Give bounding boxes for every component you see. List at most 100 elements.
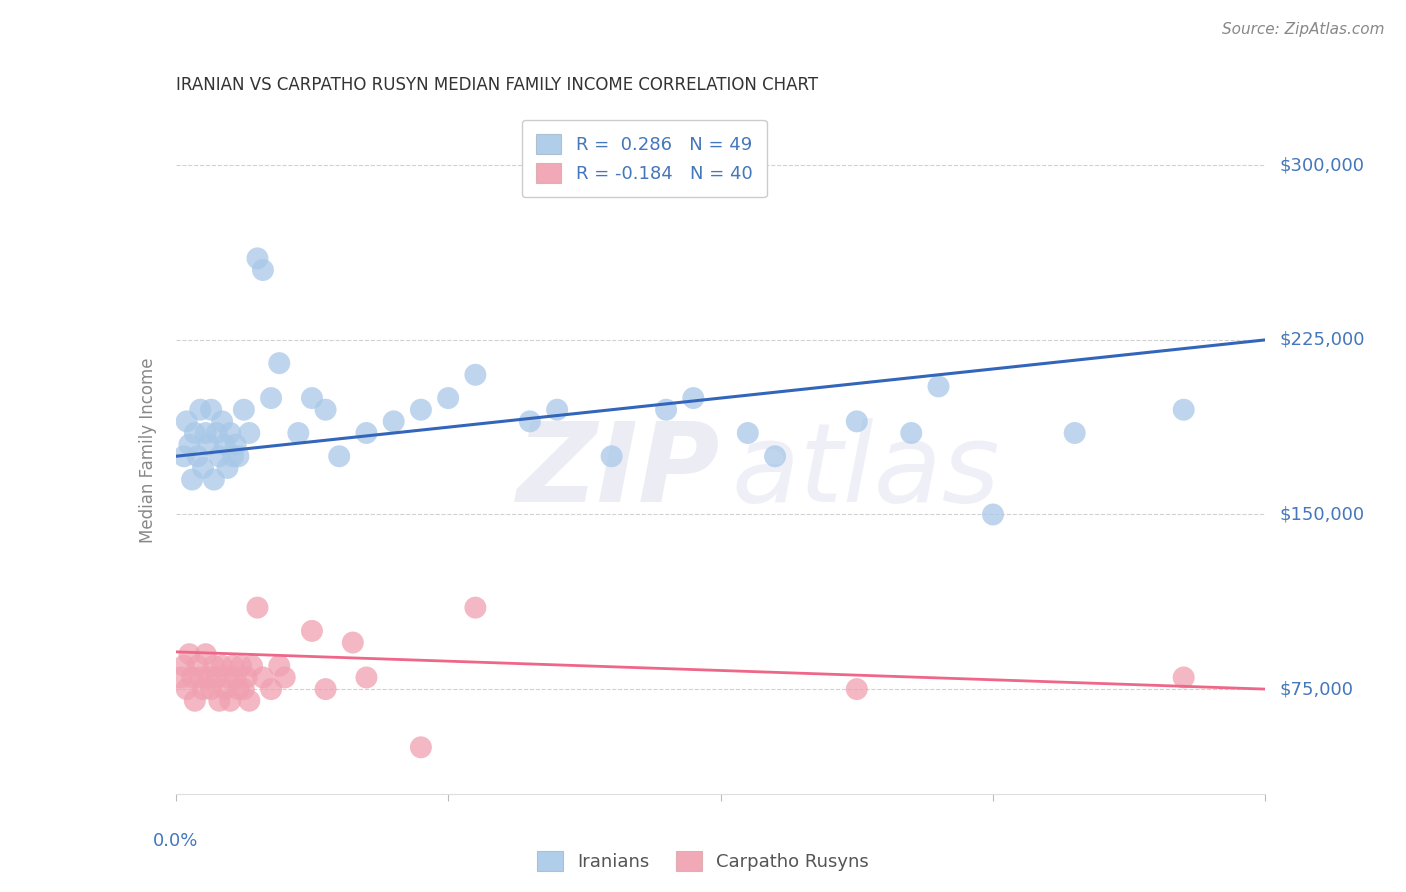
Point	[356, 670, 378, 684]
Point	[845, 682, 868, 697]
Point	[188, 670, 211, 684]
Point	[464, 600, 486, 615]
Point	[181, 670, 204, 684]
Point	[301, 391, 323, 405]
Point	[437, 391, 460, 405]
Point	[222, 450, 245, 464]
Point	[682, 391, 704, 405]
Point	[186, 658, 209, 673]
Point	[179, 437, 201, 451]
Point	[170, 670, 193, 684]
Text: 0.0%: 0.0%	[153, 831, 198, 850]
Point	[176, 682, 198, 697]
Point	[342, 635, 364, 649]
Point	[179, 647, 201, 661]
Point	[194, 647, 217, 661]
Text: $225,000: $225,000	[1279, 331, 1365, 349]
Y-axis label: Median Family Income: Median Family Income	[139, 358, 157, 543]
Point	[287, 425, 309, 440]
Point	[200, 682, 222, 697]
Point	[173, 658, 195, 673]
Point	[205, 670, 228, 684]
Point	[315, 402, 337, 417]
Point	[655, 402, 678, 417]
Point	[181, 473, 204, 487]
Point	[409, 740, 432, 755]
Point	[208, 450, 231, 464]
Point	[194, 425, 217, 440]
Point	[211, 414, 233, 428]
Point	[200, 402, 222, 417]
Text: $75,000: $75,000	[1279, 680, 1354, 698]
Point	[211, 658, 233, 673]
Point	[301, 624, 323, 638]
Point	[252, 670, 274, 684]
Point	[205, 425, 228, 440]
Text: IRANIAN VS CARPATHO RUSYN MEDIAN FAMILY INCOME CORRELATION CHART: IRANIAN VS CARPATHO RUSYN MEDIAN FAMILY …	[176, 77, 818, 95]
Point	[519, 414, 541, 428]
Point	[184, 694, 207, 708]
Point	[600, 450, 623, 464]
Point	[928, 379, 950, 393]
Text: Source: ZipAtlas.com: Source: ZipAtlas.com	[1222, 22, 1385, 37]
Point	[246, 600, 269, 615]
Text: $150,000: $150,000	[1279, 506, 1364, 524]
Point	[231, 658, 253, 673]
Point	[1173, 402, 1195, 417]
Point	[260, 682, 283, 697]
Point	[464, 368, 486, 382]
Point	[173, 450, 195, 464]
Point	[981, 508, 1004, 522]
Point	[191, 461, 214, 475]
Point	[845, 414, 868, 428]
Point	[214, 682, 236, 697]
Point	[228, 682, 250, 697]
Text: ZIP: ZIP	[517, 417, 721, 524]
Point	[222, 658, 245, 673]
Point	[315, 682, 337, 697]
Point	[260, 391, 283, 405]
Point	[232, 402, 254, 417]
Point	[356, 425, 378, 440]
Point	[240, 658, 263, 673]
Point	[900, 425, 922, 440]
Point	[219, 694, 242, 708]
Point	[186, 450, 209, 464]
Point	[763, 450, 786, 464]
Point	[225, 437, 247, 451]
Point	[176, 414, 198, 428]
Point	[382, 414, 405, 428]
Point	[246, 252, 269, 266]
Point	[238, 694, 260, 708]
Point	[184, 425, 207, 440]
Legend: Iranians, Carpatho Rusyns: Iranians, Carpatho Rusyns	[530, 844, 876, 879]
Text: atlas: atlas	[731, 417, 1000, 524]
Point	[1173, 670, 1195, 684]
Point	[197, 670, 219, 684]
Point	[217, 461, 239, 475]
Point	[191, 682, 214, 697]
Point	[235, 670, 257, 684]
Point	[252, 263, 274, 277]
Point	[202, 658, 225, 673]
Point	[409, 402, 432, 417]
Point	[269, 356, 291, 370]
Point	[269, 658, 291, 673]
Point	[546, 402, 568, 417]
Point	[238, 425, 260, 440]
Point	[217, 670, 239, 684]
Point	[232, 682, 254, 697]
Point	[197, 437, 219, 451]
Point	[214, 437, 236, 451]
Point	[188, 402, 211, 417]
Point	[208, 694, 231, 708]
Point	[274, 670, 297, 684]
Point	[737, 425, 759, 440]
Point	[202, 473, 225, 487]
Point	[328, 450, 350, 464]
Text: $300,000: $300,000	[1279, 156, 1364, 174]
Point	[219, 425, 242, 440]
Point	[225, 670, 247, 684]
Legend: R =  0.286   N = 49, R = -0.184   N = 40: R = 0.286 N = 49, R = -0.184 N = 40	[522, 120, 768, 197]
Point	[228, 450, 250, 464]
